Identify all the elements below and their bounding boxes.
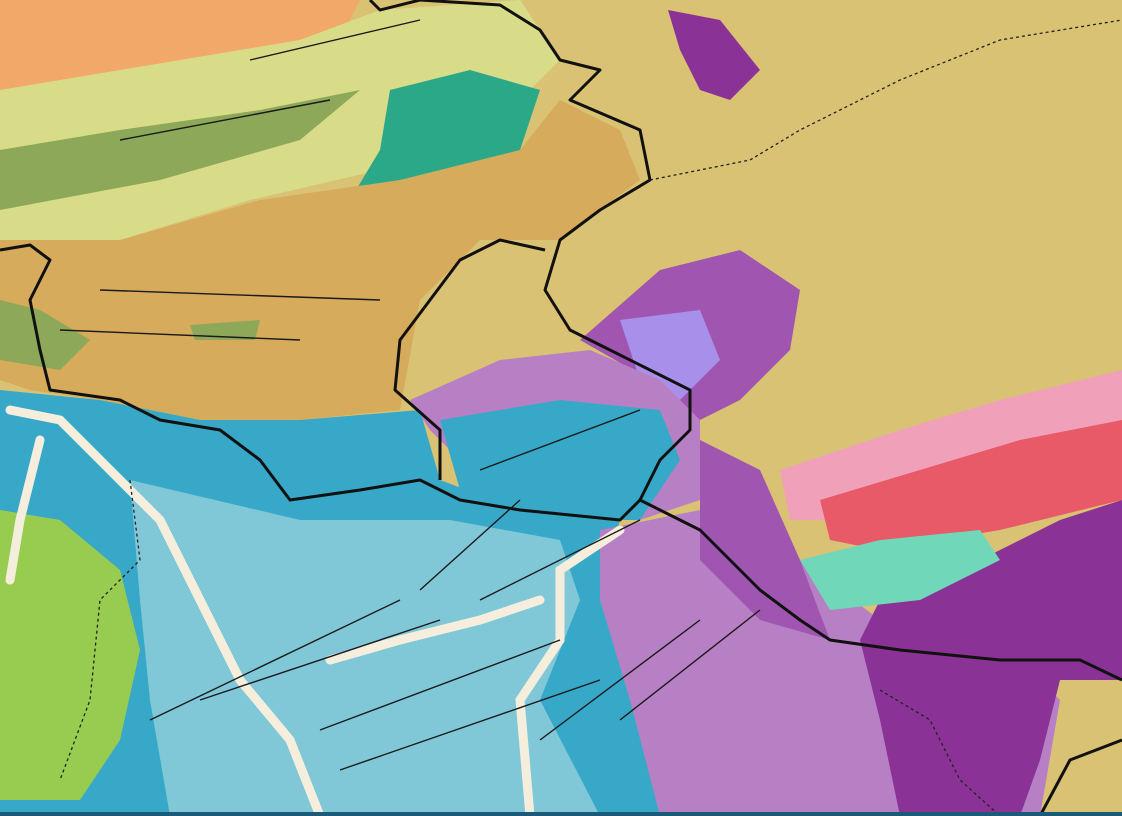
river (325, 595, 545, 665)
unit-olive-west (0, 300, 90, 370)
admin-line (879, 689, 1001, 816)
unit-mint-band (800, 530, 1000, 610)
fault-line (99, 289, 381, 301)
fault-line (539, 619, 701, 741)
unit-purple-wedge (700, 440, 830, 640)
bottom-bar (0, 812, 1122, 816)
river (5, 435, 45, 585)
admin-line (59, 479, 141, 781)
boundary-line (368, 0, 1122, 682)
fault-line (119, 99, 331, 141)
faults (59, 19, 761, 771)
boundary-line (393, 238, 546, 480)
river (5, 405, 325, 816)
fault-line (479, 519, 641, 601)
admin-line (649, 19, 1122, 181)
boundary-line (0, 243, 642, 522)
fault-line (319, 639, 561, 731)
unit-blue-central (440, 400, 680, 520)
fault-line (339, 679, 601, 771)
fault-line (249, 19, 421, 61)
admin-boundaries (59, 19, 1122, 816)
boundary-line (1038, 738, 1122, 816)
fault-line (199, 619, 441, 701)
unit-dark-purple-north (668, 10, 760, 100)
unit-green-west (0, 510, 140, 800)
unit-olive-band (0, 90, 360, 210)
fault-line (419, 499, 521, 591)
unit-tan-west (0, 100, 640, 420)
fault-line (619, 609, 761, 721)
fault-line (59, 329, 301, 341)
unit-olive-patch (190, 320, 260, 340)
fault-line (479, 409, 641, 471)
unit-red-band (820, 420, 1122, 550)
fault-line (149, 599, 401, 721)
